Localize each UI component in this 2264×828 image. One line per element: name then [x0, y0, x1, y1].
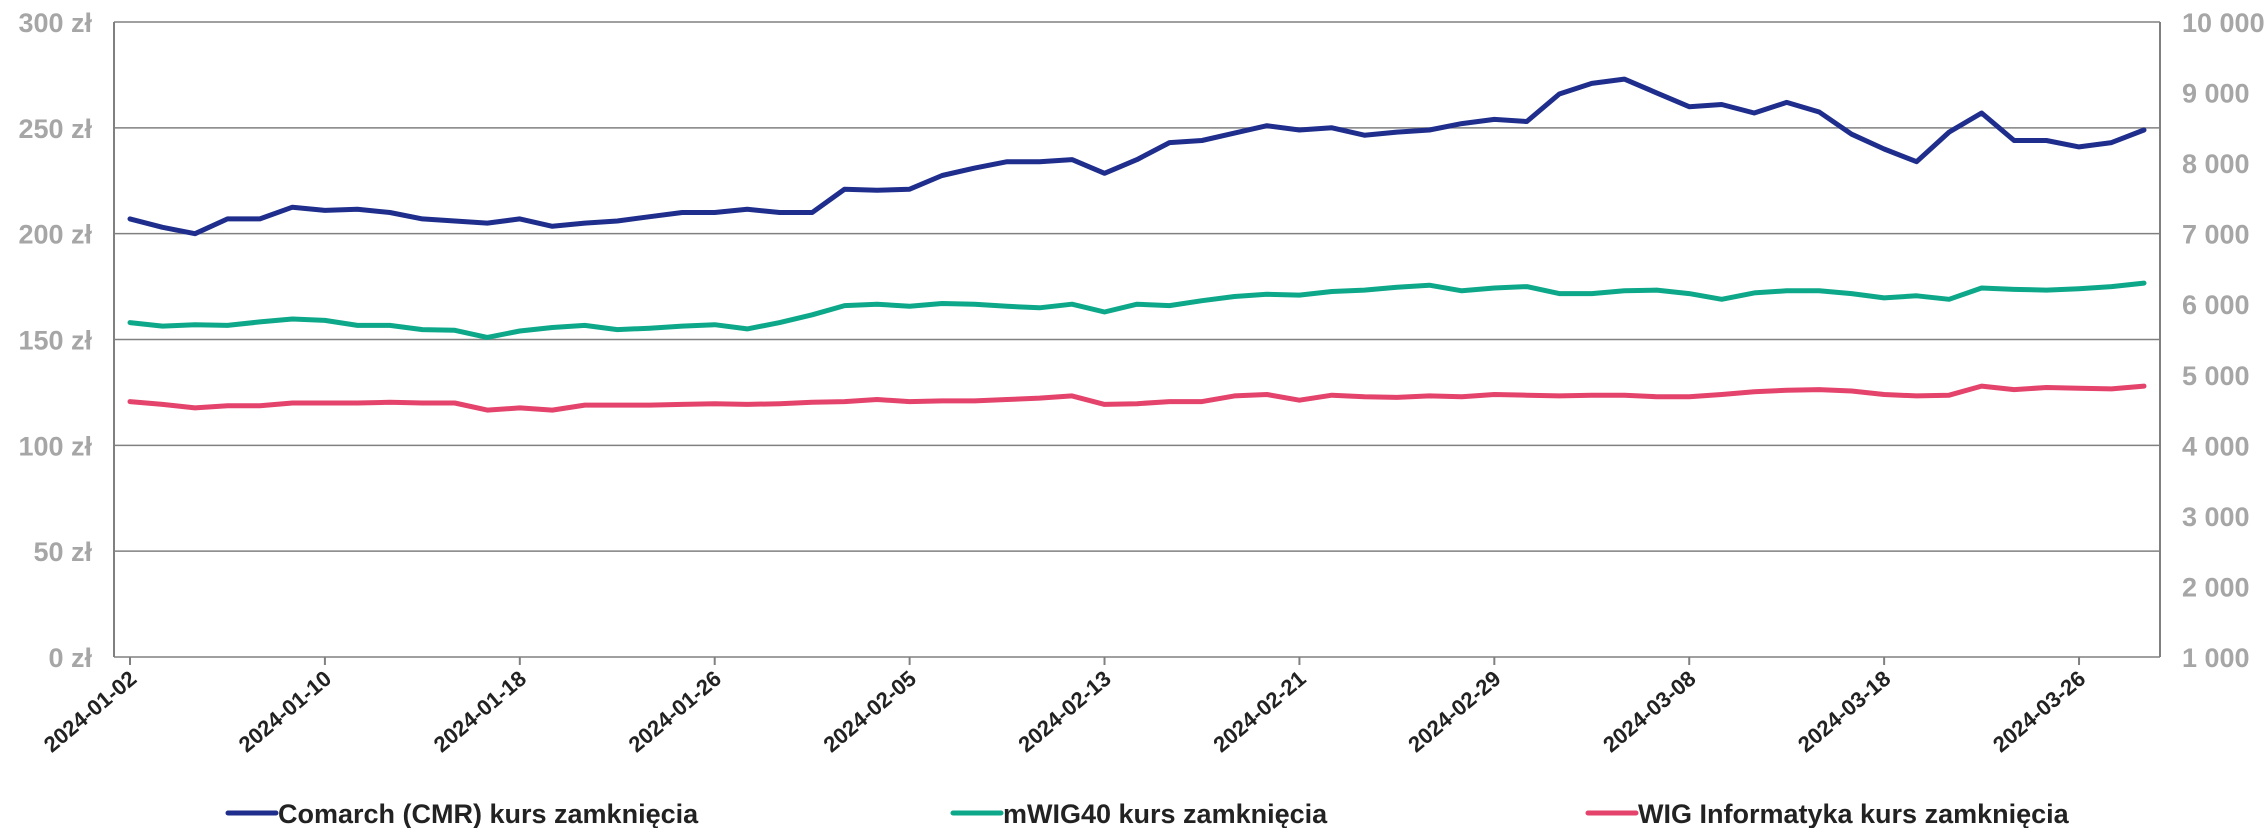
x-tick-label: 2024-03-26 — [1988, 666, 2090, 757]
series-line — [127, 280, 2147, 340]
x-axis-ticks: 2024-01-02 2024-01-10 2024-01-18 2024-01-26… — [39, 657, 2090, 757]
left-axis-ticks: 0 zł 50 zł 100 zł 150 zł 200 zł 250 zł 300 zł — [18, 8, 92, 673]
left-tick-label: 150 zł — [18, 326, 92, 356]
x-tick-label: 2024-01-02 — [39, 666, 141, 757]
right-tick-label: 7 000 — [2182, 220, 2250, 250]
legend-label: Comarch (CMR) kurs zamknięcia — [278, 799, 699, 828]
series-line — [127, 383, 2147, 413]
x-tick-label: 2024-02-13 — [1013, 666, 1115, 757]
series-lines — [127, 76, 2147, 413]
right-tick-label: 2 000 — [2182, 572, 2250, 602]
legend-label: mWIG40 kurs zamknięcia — [1003, 799, 1328, 828]
x-tick-label: 2024-02-21 — [1208, 666, 1310, 757]
x-tick-label: 2024-03-08 — [1598, 666, 1700, 757]
left-tick-label: 100 zł — [18, 431, 92, 461]
legend-label: WIG Informatyka kurs zamknięcia — [1638, 799, 2070, 828]
left-tick-label: 0 zł — [48, 643, 92, 673]
legend: Comarch (CMR) kurs zamknięcia mWIG40 kurs… — [225, 799, 2070, 828]
x-tick-label: 2024-02-05 — [819, 666, 921, 757]
x-tick-label: 2024-01-26 — [624, 666, 726, 757]
x-tick-label: 2024-02-29 — [1403, 666, 1505, 757]
right-axis-ticks: 1 000 2 000 3 000 4 000 5 000 6 000 7 000 8 000… — [2182, 8, 2264, 673]
x-tick-label: 2024-01-10 — [234, 666, 336, 757]
right-tick-label: 6 000 — [2182, 290, 2250, 320]
x-tick-label: 2024-03-18 — [1793, 666, 1895, 757]
right-tick-label: 5 000 — [2182, 361, 2250, 391]
right-tick-label: 3 000 — [2182, 502, 2250, 532]
x-tick-label: 2024-01-18 — [429, 666, 531, 757]
left-tick-label: 300 zł — [18, 8, 92, 38]
left-tick-label: 250 zł — [18, 114, 92, 144]
left-tick-label: 50 zł — [33, 537, 92, 567]
right-tick-label: 9 000 — [2182, 79, 2250, 109]
right-tick-label: 4 000 — [2182, 431, 2250, 461]
axes — [113, 22, 2161, 657]
left-tick-label: 200 zł — [18, 220, 92, 250]
grid-lines — [114, 21, 2160, 658]
series-line — [127, 76, 2147, 237]
right-tick-label: 10 000 — [2182, 8, 2264, 38]
right-tick-label: 8 000 — [2182, 149, 2250, 179]
right-tick-label: 1 000 — [2182, 643, 2250, 673]
